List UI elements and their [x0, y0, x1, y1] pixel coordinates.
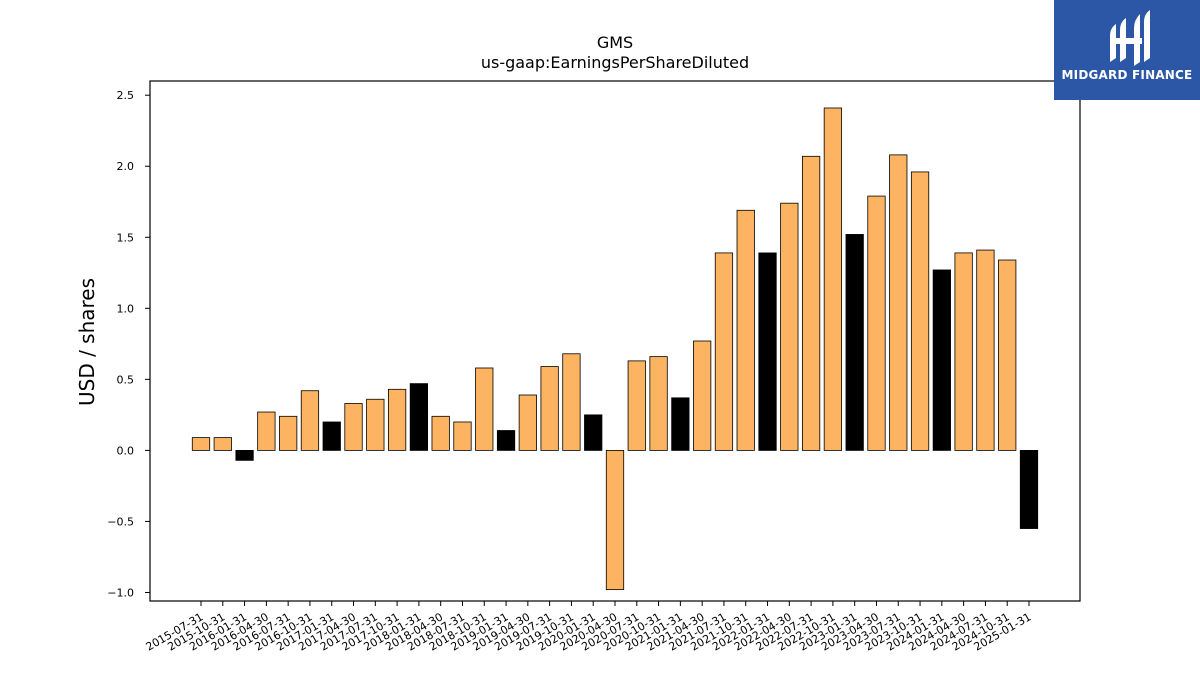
bar-2019-04-30 — [518, 394, 537, 451]
bar-2016-04-30 — [257, 411, 276, 451]
bars-group — [191, 107, 1039, 591]
bar-2018-01-31 — [409, 383, 429, 451]
midgard-finance-logo: MIDGARD FINANCE — [1054, 0, 1200, 100]
x-axis: 2015-07-312015-10-312016-01-312016-04-30… — [144, 601, 1034, 654]
bar-2024-01-31 — [932, 269, 951, 451]
y-tick-label: 1.5 — [117, 231, 135, 244]
y-tick-label: 0.5 — [117, 373, 135, 386]
bar-2025-01-31 — [1019, 449, 1039, 529]
y-tick-label: 2.0 — [117, 160, 135, 173]
bar-2022-07-31 — [801, 155, 821, 451]
bar-2019-10-31 — [562, 353, 581, 451]
chart-subtitle: us-gaap:EarningsPerShareDiluted — [481, 53, 749, 72]
bar-2017-07-31 — [366, 398, 385, 451]
y-tick-label: −0.5 — [107, 515, 134, 528]
bar-2021-07-31 — [714, 252, 734, 451]
bar-2017-10-31 — [387, 388, 407, 451]
y-axis-label: USD / shares — [75, 278, 99, 406]
bar-2022-10-31 — [823, 107, 843, 451]
bar-2016-01-31 — [235, 449, 254, 461]
bar-2017-04-30 — [344, 403, 363, 451]
bar-2021-10-31 — [736, 209, 755, 451]
bar-2022-04-30 — [780, 202, 799, 451]
y-tick-label: 1.0 — [117, 302, 135, 315]
bar-2023-04-30 — [867, 195, 886, 451]
bar-2020-10-31 — [649, 356, 668, 451]
y-tick-label: −1.0 — [107, 586, 134, 599]
bar-2020-01-31 — [584, 414, 603, 451]
bar-2020-07-31 — [627, 360, 646, 451]
y-tick-label: 2.5 — [117, 89, 135, 102]
bar-2018-10-31 — [475, 367, 494, 451]
logo-mark-icon — [1054, 0, 1200, 100]
bar-2024-07-31 — [976, 249, 995, 451]
bar-2018-04-30 — [431, 415, 450, 451]
chart-title: GMS — [597, 33, 633, 52]
bar-2022-01-31 — [758, 252, 777, 451]
bar-2024-04-30 — [954, 252, 973, 451]
y-tick-label: 0.0 — [117, 444, 135, 457]
plot-frame — [149, 80, 1081, 602]
bar-2023-10-31 — [910, 171, 930, 451]
bar-2020-04-30 — [605, 449, 625, 591]
bar-2021-01-31 — [671, 397, 690, 451]
bar-2019-07-31 — [540, 366, 559, 451]
bar-2018-07-31 — [453, 421, 472, 451]
bar-2015-10-31 — [213, 437, 232, 451]
bar-2016-07-31 — [279, 415, 298, 451]
bar-2024-10-31 — [998, 259, 1017, 451]
bar-2015-07-31 — [191, 437, 211, 451]
y-axis: −1.0 −0.5 0.0 0.5 1.0 1.5 2.0 2.5 — [107, 89, 150, 599]
bar-2023-01-31 — [845, 234, 864, 451]
bar-2016-10-31 — [300, 390, 320, 451]
bar-2023-07-31 — [889, 154, 908, 451]
bar-2021-04-30 — [693, 340, 712, 451]
logo-text: MIDGARD FINANCE — [1061, 68, 1193, 82]
bar-2017-01-31 — [322, 421, 341, 451]
bar-2019-01-31 — [496, 430, 516, 451]
